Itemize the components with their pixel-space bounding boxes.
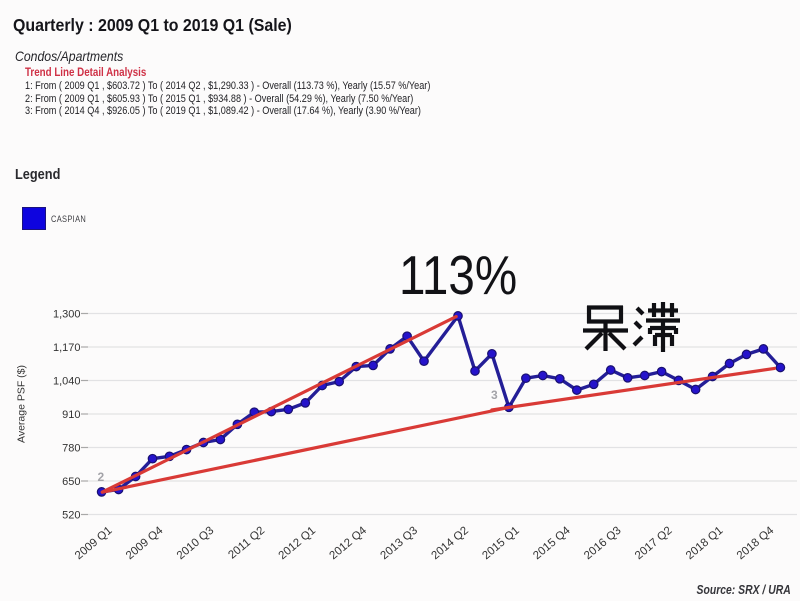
svg-text:1,300: 1,300 (53, 309, 81, 321)
svg-text:2011 Q2: 2011 Q2 (226, 525, 267, 562)
svg-text:2018 Q1: 2018 Q1 (684, 525, 726, 563)
svg-text:2010 Q3: 2010 Q3 (175, 525, 217, 563)
svg-text:2009 Q1: 2009 Q1 (73, 525, 115, 563)
svg-text:650: 650 (62, 476, 80, 488)
svg-text:520: 520 (62, 510, 80, 522)
svg-text:2017 Q2: 2017 Q2 (633, 525, 675, 563)
svg-text:3: 3 (491, 388, 498, 402)
svg-text:1,040: 1,040 (53, 376, 81, 388)
svg-text:2012 Q4: 2012 Q4 (328, 524, 370, 562)
svg-text:2: 2 (98, 470, 105, 484)
svg-text:2018 Q4: 2018 Q4 (735, 524, 777, 562)
svg-text:2009 Q4: 2009 Q4 (124, 524, 166, 562)
svg-text:2015 Q4: 2015 Q4 (531, 524, 573, 562)
svg-text:2015 Q1: 2015 Q1 (480, 525, 522, 563)
svg-text:910: 910 (62, 409, 80, 421)
svg-text:2013 Q3: 2013 Q3 (379, 525, 421, 563)
svg-text:2016 Q3: 2016 Q3 (582, 525, 624, 563)
svg-text:1,170: 1,170 (53, 342, 81, 354)
svg-text:2012 Q1: 2012 Q1 (277, 525, 319, 563)
svg-text:Average PSF ($): Average PSF ($) (16, 365, 28, 443)
svg-text:780: 780 (62, 443, 80, 455)
svg-text:2014 Q2: 2014 Q2 (429, 525, 471, 563)
